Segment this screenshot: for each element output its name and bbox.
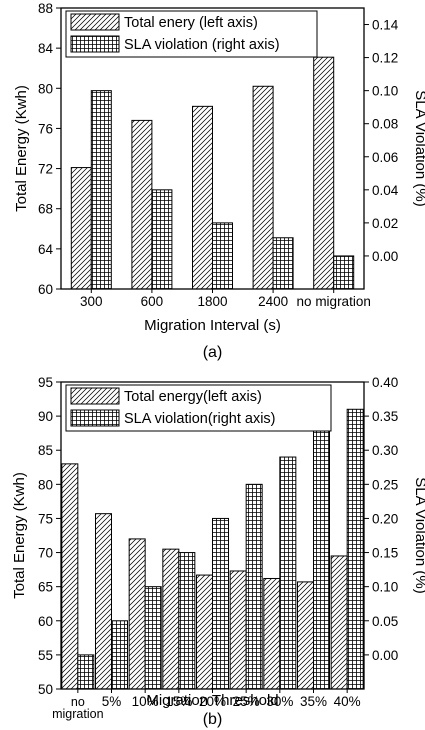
chart-b-energy-bar — [95, 513, 112, 690]
chart-a-energy-bar — [192, 105, 213, 290]
chart-a-x-axis-title: Migration Interval (s) — [144, 317, 281, 334]
chart-b-x-tick-label: 10% — [132, 694, 159, 709]
chart-b-x-tick-label: 15% — [165, 694, 192, 709]
chart-b-x-tick-label: no — [71, 695, 85, 709]
chart-b-sla-bar — [144, 586, 162, 690]
chart-b-energy-bar — [162, 548, 180, 690]
chart-a-sla-bar — [151, 189, 173, 290]
chart-b-y2-tick-label: 0.10 — [372, 580, 398, 595]
chart-b-y-tick-label: 95 — [38, 375, 53, 390]
chart-a-sla-bar — [333, 255, 355, 290]
chart-b-x-axis-title: Migration Threshold — [146, 692, 278, 709]
chart-b-y2-tick-label: 0.25 — [372, 477, 398, 492]
chart-b-x-tick-label: 35% — [300, 694, 327, 709]
chart-b-sla-bar — [313, 388, 330, 690]
chart-a-x-tick-label: 300 — [80, 294, 103, 309]
chart-b — [56, 381, 369, 693]
chart-b-energy-bar — [128, 538, 146, 690]
chart-a-sla-bar — [90, 90, 112, 290]
chart-b-y-tick-label: 90 — [38, 409, 53, 424]
chart-a-energy-bar — [70, 167, 92, 290]
chart-b-y-tick-label: 75 — [38, 511, 53, 526]
chart-b-y2-tick-label: 0.20 — [372, 511, 398, 526]
chart-b-x-tick-label: 25% — [233, 694, 260, 709]
chart-b-energy-bar — [196, 574, 213, 690]
chart-a-legend-swatch — [70, 35, 120, 53]
chart-a-y-tick-label: 80 — [38, 81, 53, 96]
chart-b-y2-tick-label: 0.15 — [372, 546, 398, 561]
chart-b-sla-bar — [346, 408, 364, 690]
chart-b-x-tick-label: 20% — [199, 694, 226, 709]
chart-a-y2-tick-label: 0.00 — [372, 249, 398, 264]
chart-a-y2-tick-label: 0.14 — [372, 18, 399, 33]
chart-b-energy-bar — [263, 577, 281, 690]
chart-b-y2-tick-label: 0.05 — [372, 614, 398, 629]
chart-b-y-tick-label: 80 — [38, 477, 53, 492]
chart-b-y2-tick-label: 0.00 — [372, 648, 398, 663]
chart-a-y2-axis-title: SLA Violation (%) — [412, 90, 425, 206]
chart-b-energy-bar — [61, 463, 79, 690]
chart-b-x-tick-label: 40% — [334, 694, 361, 709]
chart-b-x-tick-label: 30% — [266, 694, 293, 709]
chart-a-y-tick-label: 76 — [38, 121, 53, 136]
chart-b-plot-frame — [60, 381, 365, 690]
chart-b-y2-axis-title: SLA Violation (%) — [412, 477, 425, 593]
chart-b-legend-swatch — [70, 409, 120, 427]
chart-b-y-tick-label: 85 — [38, 443, 53, 458]
chart-a-y2-tick-label: 0.04 — [372, 183, 399, 198]
chart-a-energy-bar — [131, 119, 153, 290]
chart-a-x-tick-label: 1800 — [197, 294, 227, 309]
chart-a-y-tick-label: 88 — [38, 1, 53, 16]
chart-a-energy-bar — [313, 56, 335, 290]
chart-a-sla-bar — [272, 237, 294, 290]
chart-b-sla-bar — [279, 456, 297, 690]
chart-a-y-axis-title: Total Energy (Kwh) — [13, 85, 30, 212]
chart-a-plot-frame — [60, 7, 365, 290]
chart-b-energy-bar — [330, 555, 348, 690]
chart-a-legend-label: Total enery (left axis) — [124, 15, 258, 31]
chart-a-x-tick-label: no migration — [297, 294, 371, 309]
chart-b-caption: (b) — [203, 711, 223, 728]
chart-b-x-tick-label: migration — [52, 707, 103, 721]
chart-a-caption: (a) — [203, 344, 223, 361]
chart-b-y-tick-label: 70 — [38, 546, 53, 561]
chart-a-legend-label: SLA violation (right axis) — [124, 37, 280, 53]
chart-b-energy-bar — [297, 581, 314, 690]
chart-b-x-tick-label: 5% — [102, 694, 122, 709]
chart-a-y2-tick-label: 0.02 — [372, 216, 398, 231]
chart-a-y2-tick-label: 0.10 — [372, 84, 398, 99]
chart-b-sla-bar — [212, 517, 229, 690]
chart-b-y-tick-label: 65 — [38, 580, 53, 595]
chart-b-legend-label: SLA violation(right axis) — [124, 411, 276, 427]
chart-b-y2-tick-label: 0.30 — [372, 443, 398, 458]
chart-a-y2-tick-label: 0.08 — [372, 117, 398, 132]
chart-a-y2-tick-label: 0.06 — [372, 150, 398, 165]
chart-b-y-tick-label: 55 — [38, 648, 53, 663]
chart-a-y2-tick-label: 0.12 — [372, 51, 398, 66]
chart-b-energy-bar — [229, 570, 247, 690]
chart-a-sla-bar — [212, 222, 233, 290]
chart-a-x-tick-label: 600 — [141, 294, 164, 309]
chart-a-y-tick-label: 64 — [38, 242, 54, 257]
chart-b-y2-tick-label: 0.40 — [372, 375, 398, 390]
chart-a-energy-bar — [252, 85, 274, 290]
chart-b-y-axis-title: Total Energy (Kwh) — [11, 472, 28, 599]
chart-b-sla-bar — [178, 552, 196, 690]
chart-a-y-tick-label: 60 — [38, 282, 53, 297]
chart-b-legend-label: Total energy(left axis) — [124, 389, 262, 405]
chart-a-y-tick-label: 68 — [38, 202, 53, 217]
chart-a-y-tick-label: 72 — [38, 162, 53, 177]
chart-b-sla-bar — [111, 620, 128, 690]
chart-b-y-tick-label: 50 — [38, 682, 53, 697]
chart-a-y-tick-label: 84 — [38, 41, 54, 56]
chart-b-legend-swatch — [70, 387, 120, 405]
chart-b-sla-bar — [245, 483, 263, 690]
chart-b-y-tick-label: 60 — [38, 614, 53, 629]
chart-b-sla-bar — [77, 654, 95, 690]
chart-a — [56, 7, 369, 293]
chart-a-x-tick-label: 2400 — [258, 294, 288, 309]
chart-a-legend-swatch — [70, 13, 120, 31]
chart-b-y2-tick-label: 0.35 — [372, 409, 398, 424]
